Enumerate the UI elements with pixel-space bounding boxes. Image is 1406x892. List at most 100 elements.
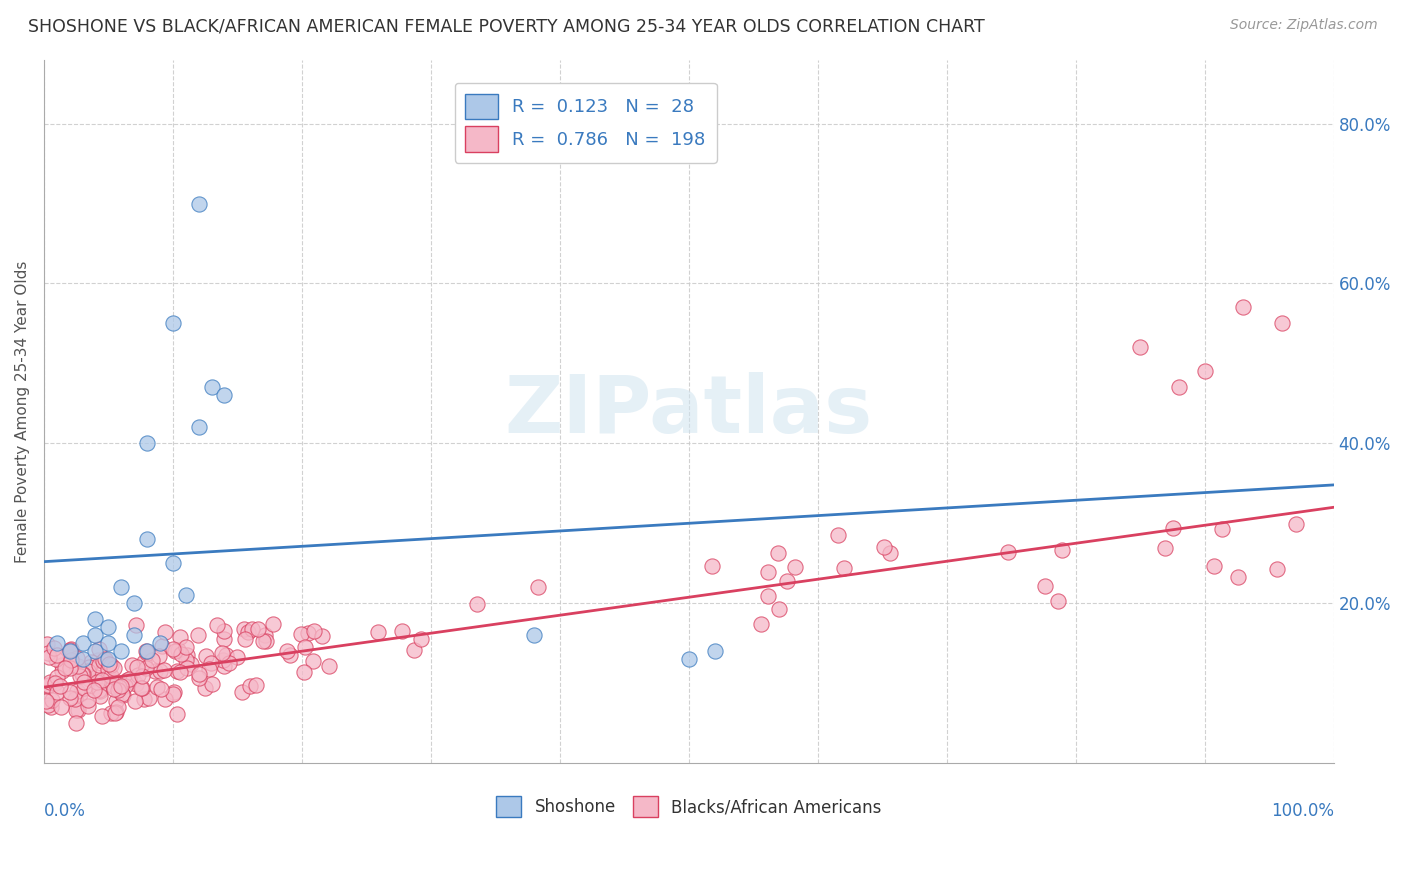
Point [253,627,276,641]
Point [110,580,132,594]
Point [91,673,114,687]
Point [1129,340,1152,354]
Point [242,623,264,637]
Point [115,673,138,688]
Point [367,624,389,639]
Point [84,644,107,658]
Point [207,618,229,632]
Point [1052,543,1074,558]
Point [35,637,58,651]
Point [65,651,87,665]
Point [169,665,191,679]
Point [107,683,129,698]
Point [200,657,222,671]
Point [700,558,723,573]
Point [60,653,83,667]
Point [143,665,166,679]
Point [59,644,82,658]
Point [127,668,149,682]
Point [1194,364,1216,378]
Point [278,648,301,663]
Point [201,677,224,691]
Point [86,653,108,667]
Point [73,674,96,689]
Point [187,671,209,685]
Point [879,546,901,560]
Point [93,654,115,668]
Point [678,652,700,666]
Point [118,672,141,686]
Point [53,661,76,675]
Point [233,623,256,637]
Point [166,707,188,722]
Point [131,681,153,696]
Point [84,670,107,684]
Point [41,692,63,706]
Point [465,598,488,612]
Point [149,636,172,650]
Point [834,561,856,575]
Point [162,556,184,570]
Text: SHOSHONE VS BLACK/AFRICAN AMERICAN FEMALE POVERTY AMONG 25-34 YEAR OLDS CORRELAT: SHOSHONE VS BLACK/AFRICAN AMERICAN FEMAL… [28,18,984,36]
Point [758,590,780,604]
Point [104,706,127,720]
Point [108,680,131,694]
Point [59,661,82,675]
Point [37,698,59,713]
Point [1265,562,1288,576]
Point [44,641,66,656]
Point [166,664,188,678]
Point [111,688,134,702]
Point [132,691,155,706]
Point [93,653,115,667]
Point [66,659,89,673]
Point [162,641,184,656]
Point [89,683,111,698]
Legend: Shoshone, Blacks/African Americans: Shoshone, Blacks/African Americans [488,789,890,825]
Point [1154,541,1177,555]
Point [169,647,191,661]
Point [200,380,222,394]
Point [124,694,146,708]
Point [45,670,67,684]
Point [91,708,114,723]
Point [76,693,98,707]
Point [60,650,83,665]
Point [69,687,91,701]
Point [194,649,217,664]
Point [768,601,790,615]
Point [149,664,172,678]
Point [38,650,60,665]
Point [785,559,807,574]
Point [97,652,120,666]
Point [97,636,120,650]
Point [187,420,209,434]
Point [1227,570,1250,584]
Point [304,624,326,639]
Point [297,626,319,640]
Point [103,679,125,693]
Point [756,565,779,579]
Point [121,673,143,687]
Point [1285,517,1308,532]
Point [97,665,120,679]
Point [302,654,325,668]
Point [214,632,236,647]
Point [45,636,67,650]
Point [84,628,107,642]
Point [1046,594,1069,608]
Point [215,648,238,662]
Point [214,388,236,402]
Point [225,649,247,664]
Text: 100.0%: 100.0% [1271,802,1334,820]
Point [872,540,894,554]
Point [239,679,262,693]
Point [180,657,202,672]
Point [311,629,333,643]
Point [247,622,270,636]
Point [122,628,145,642]
Point [135,646,157,660]
Point [211,646,233,660]
Point [1271,317,1294,331]
Point [212,659,235,673]
